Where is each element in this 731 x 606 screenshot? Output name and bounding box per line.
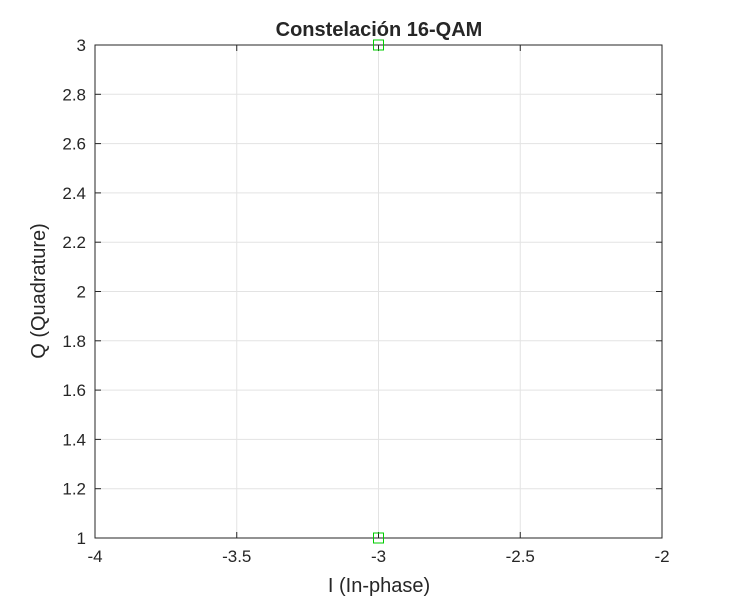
y-tick-label: 3 bbox=[77, 36, 86, 55]
y-tick-labels: 1 1.2 1.4 1.6 1.8 2 2.2 2.4 2.6 2.8 3 bbox=[62, 36, 86, 548]
data-point bbox=[373, 532, 384, 544]
y-axis-label: Q (Quadrature) bbox=[28, 223, 50, 359]
data-points bbox=[373, 39, 384, 544]
x-tick-label: -2 bbox=[654, 547, 669, 566]
y-tick-label: 2.2 bbox=[62, 233, 86, 252]
y-tick-label: 1.2 bbox=[62, 480, 86, 499]
y-tick-label: 2.8 bbox=[62, 85, 86, 104]
x-tick-labels: -4 -3.5 -3 -2.5 -2 bbox=[87, 547, 669, 566]
chart-title: Constelación 16-QAM bbox=[276, 19, 483, 41]
y-tick-label: 1 bbox=[77, 529, 86, 548]
x-tick-label: -3.5 bbox=[222, 547, 251, 566]
x-axis-label: I (In-phase) bbox=[328, 575, 430, 597]
y-tick-label: 2.6 bbox=[62, 135, 86, 154]
y-tick-label: 2 bbox=[77, 283, 86, 302]
y-tick-label: 2.4 bbox=[62, 184, 86, 203]
y-tick-label: 1.8 bbox=[62, 332, 86, 351]
x-tick-label: -4 bbox=[87, 547, 102, 566]
data-point bbox=[373, 39, 384, 51]
y-tick-label: 1.6 bbox=[62, 381, 86, 400]
x-tick-label: -2.5 bbox=[506, 547, 535, 566]
axes-box bbox=[94, 44, 663, 539]
x-tick-label: -3 bbox=[371, 547, 386, 566]
grid-lines bbox=[95, 45, 662, 538]
y-tick-label: 1.4 bbox=[62, 430, 86, 449]
